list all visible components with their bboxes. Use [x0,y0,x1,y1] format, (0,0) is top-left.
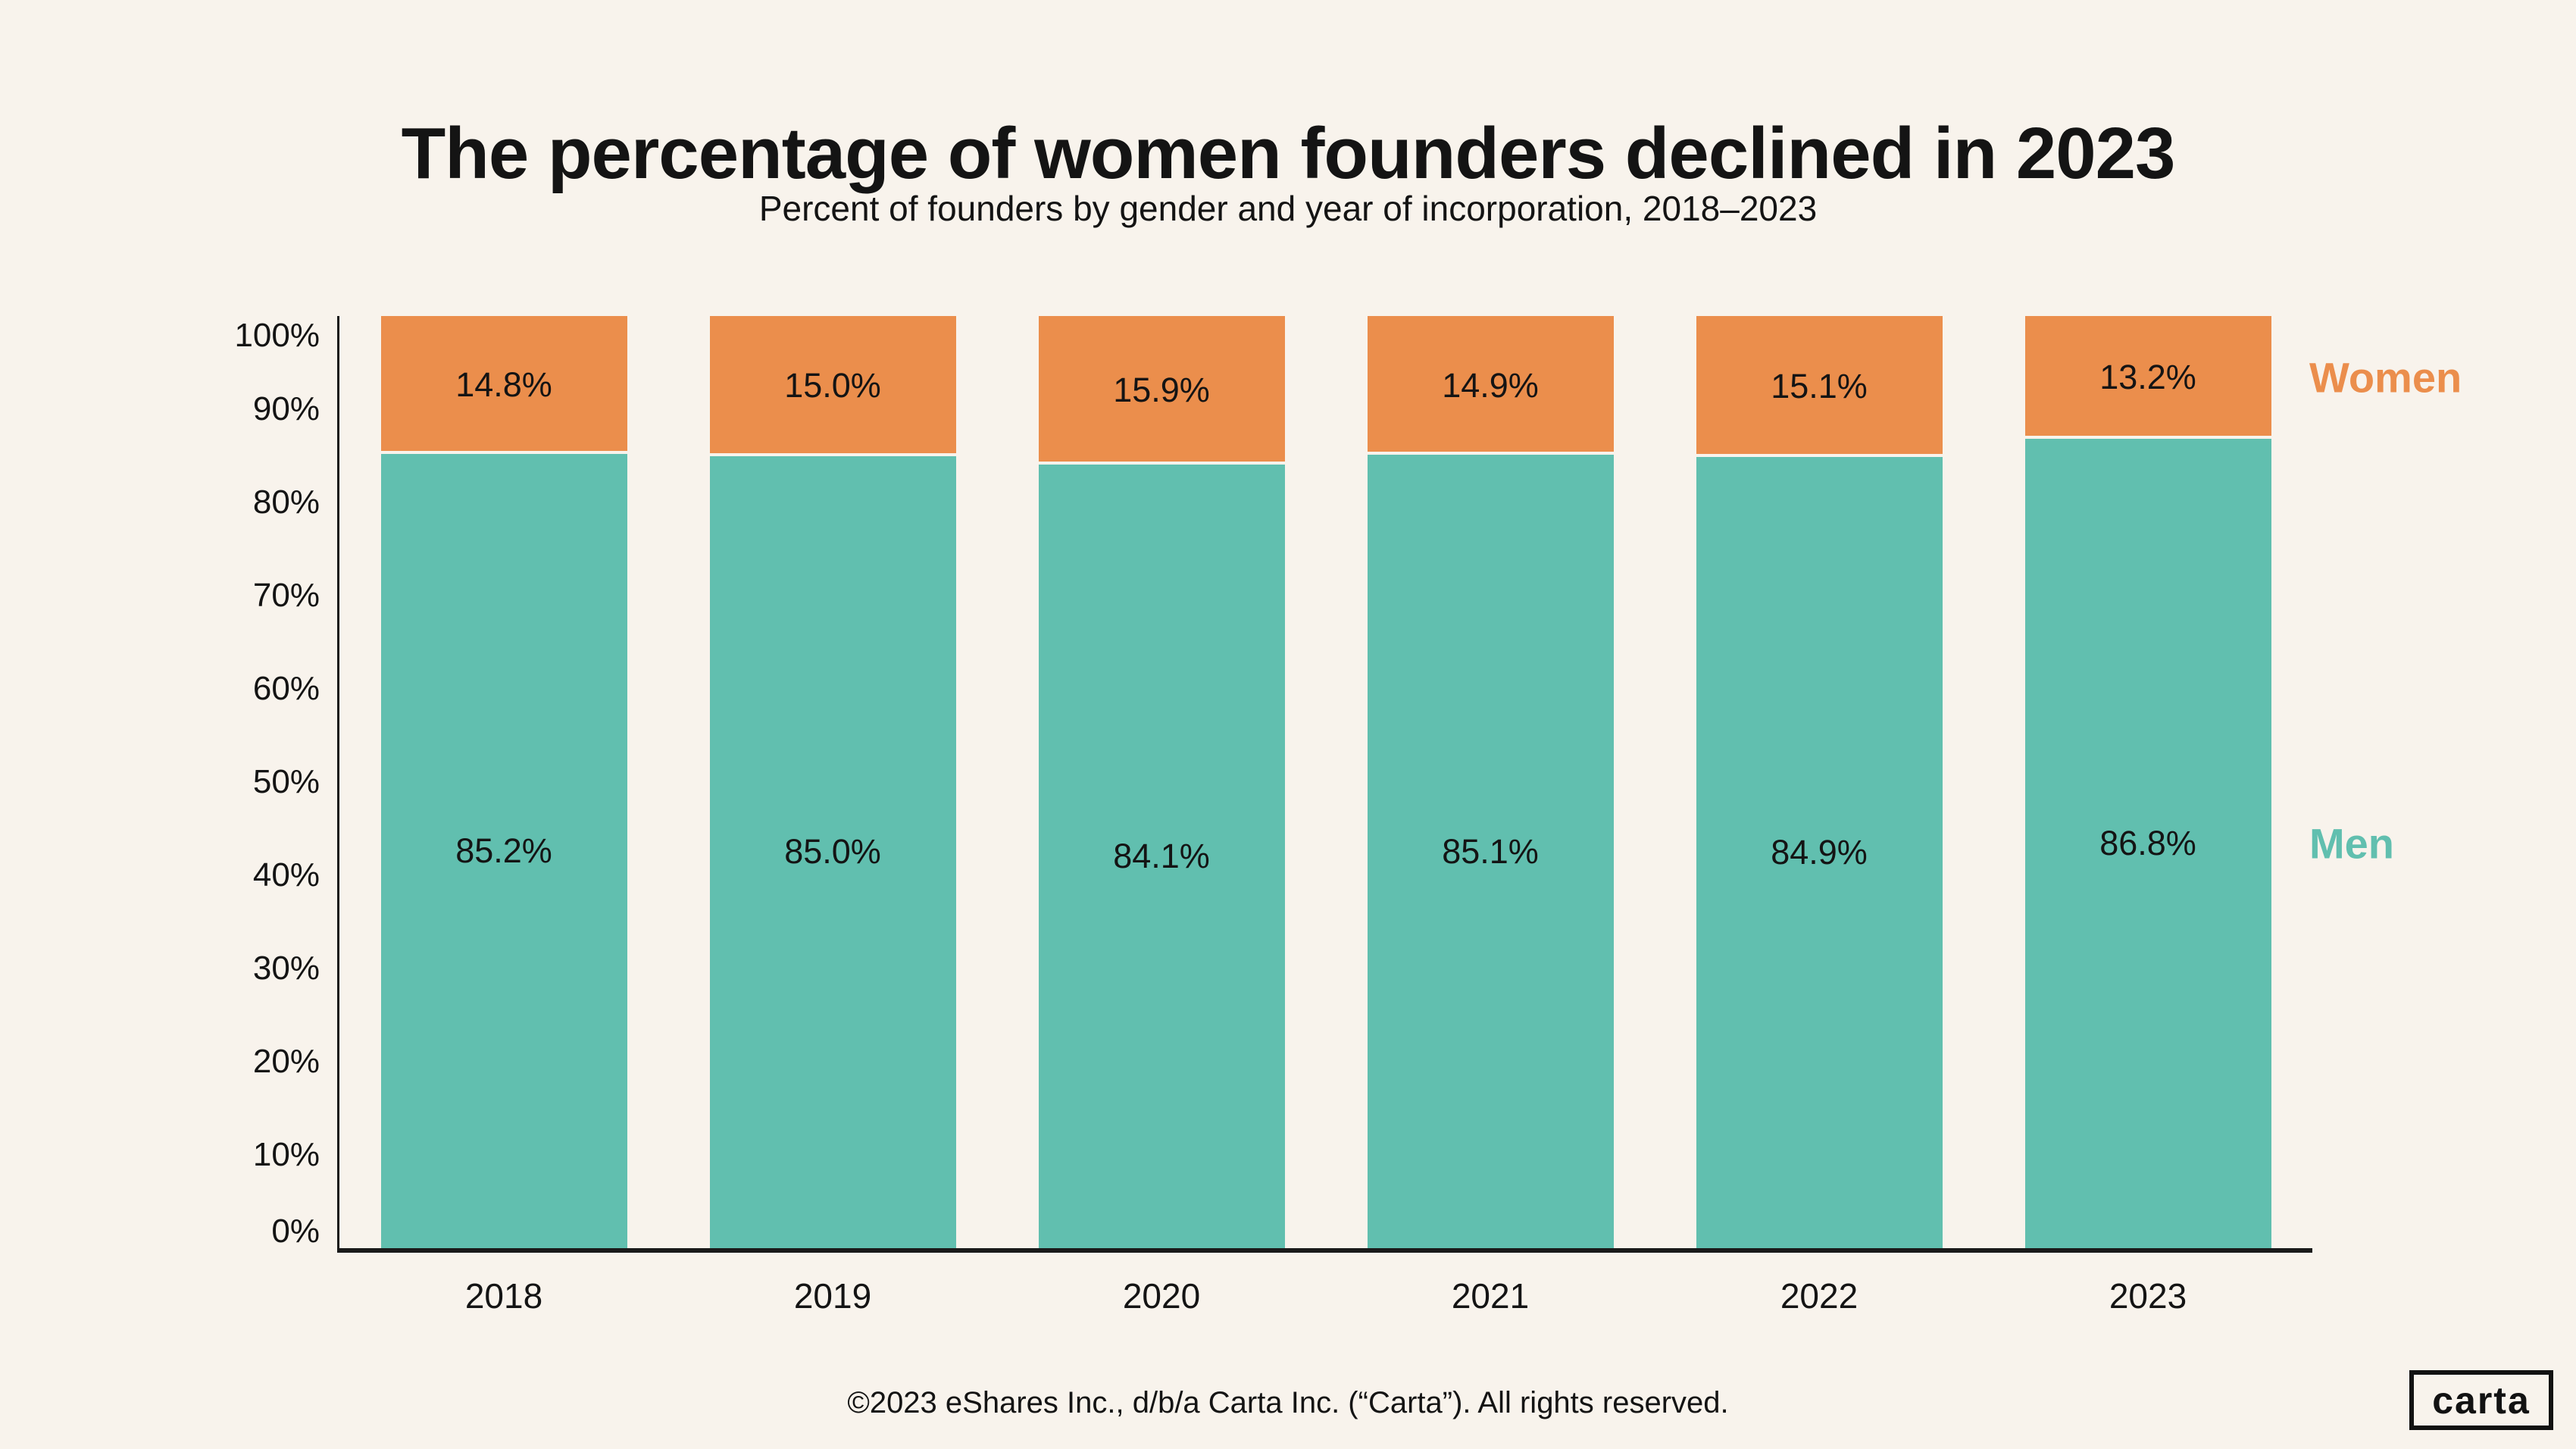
data-label-2023-men: 86.8% [2099,824,2196,863]
data-label-2020-men: 84.1% [1113,836,1210,875]
carta-logo: carta [2409,1370,2553,1430]
x-tick-2021: 2021 [1451,1276,1530,1316]
bar-2023-women-segment [2024,316,2271,440]
data-label-2022-men: 84.9% [1771,832,1868,872]
data-label-2021-men: 85.1% [1442,831,1539,871]
y-tick-0%: 0% [271,1213,320,1250]
data-label-2020-women: 15.9% [1113,370,1210,409]
y-tick-100%: 100% [234,317,320,354]
x-tick-2022: 2022 [1780,1276,1859,1316]
carta-logo-text: carta [2432,1379,2531,1422]
data-label-2019-women: 15.0% [784,366,881,405]
stacked-bar-chart: Women Men 14.8% 85.2% 2018 15.0% 85.0% 2019 15… [234,316,2462,1316]
y-tick-20%: 20% [252,1043,320,1080]
bar-2018-women-segment [380,316,627,455]
data-label-2018-men: 85.2% [455,831,552,871]
y-tick-70%: 70% [252,577,320,614]
y-tick-40%: 40% [252,856,320,893]
bar-2022-women-segment [1696,316,1943,457]
data-label-2019-men: 85.0% [784,832,881,872]
data-label-2018-women: 14.8% [455,365,552,405]
x-tick-2018: 2018 [464,1276,543,1316]
bar-2019-women-segment [709,316,956,456]
legend-label-women: Women [2309,353,2462,402]
y-tick-10%: 10% [252,1136,320,1173]
chart-subtitle: Percent of founders by gender and year o… [758,189,1818,228]
data-label-2021-women: 14.9% [1442,365,1539,405]
bar-2020-women-segment [1038,316,1285,465]
bar-2019-men-segment [709,455,956,1248]
bar-2020-men-segment [1038,464,1285,1248]
y-tick-90%: 90% [252,390,320,427]
legend-label-men: Men [2309,819,2394,868]
bar-2021-men-segment [1367,455,1614,1248]
y-tick-50%: 50% [252,763,320,800]
y-tick-60%: 60% [252,670,320,707]
bar-2018-men-segment [380,454,627,1248]
data-label-2023-women: 13.2% [2099,358,2196,397]
bar-2023-men-segment [2024,439,2271,1248]
y-tick-80%: 80% [252,484,320,521]
chart-title: The percentage of women founders decline… [401,113,2176,195]
copyright-text: ©2023 eShares Inc., d/b/a Carta Inc. (“C… [847,1386,1729,1419]
x-tick-2019: 2019 [793,1276,872,1316]
x-tick-2023: 2023 [2109,1276,2187,1316]
y-tick-30%: 30% [252,950,320,987]
data-label-2022-women: 15.1% [1771,366,1868,405]
bar-2022-men-segment [1696,456,1943,1248]
bar-2021-women-segment [1367,316,1614,455]
x-tick-2020: 2020 [1122,1276,1201,1316]
